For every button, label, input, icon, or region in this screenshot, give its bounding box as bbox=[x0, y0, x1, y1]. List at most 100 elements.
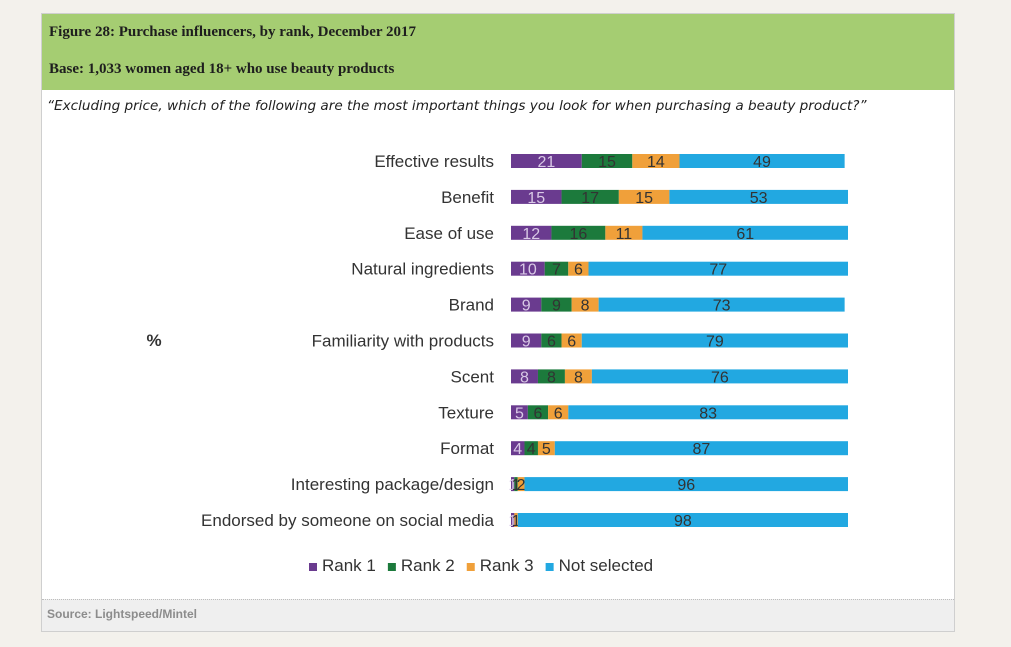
data-label: 83 bbox=[699, 405, 717, 422]
data-label: 49 bbox=[753, 154, 771, 171]
legend-swatch bbox=[309, 563, 317, 571]
bar-segment bbox=[514, 477, 518, 492]
figure-base: Base: 1,033 women aged 18+ who use beaut… bbox=[49, 61, 395, 77]
y-axis-label: % bbox=[146, 331, 161, 350]
bar-segment bbox=[564, 369, 592, 384]
category-label: Effective results bbox=[374, 152, 494, 171]
data-label: 96 bbox=[677, 477, 695, 494]
bar-segment bbox=[588, 261, 848, 276]
data-label: 53 bbox=[750, 190, 768, 207]
figure-panel: Figure 28: Purchase influencers, by rank… bbox=[41, 13, 955, 632]
bar-segment bbox=[511, 261, 545, 276]
bar-segment bbox=[581, 333, 848, 348]
bar-segment bbox=[618, 189, 670, 204]
bar-segment bbox=[632, 154, 680, 168]
bar-segment bbox=[511, 297, 542, 312]
bar-segment bbox=[679, 154, 845, 168]
data-label: 8 bbox=[547, 369, 556, 386]
bar-segment bbox=[561, 189, 619, 204]
data-label: 4 bbox=[527, 441, 536, 458]
data-label: 8 bbox=[581, 298, 590, 315]
figure-footer: Source: Lightspeed/Mintel bbox=[42, 599, 954, 631]
bar-segment bbox=[554, 441, 848, 456]
data-label: 98 bbox=[674, 513, 692, 530]
legend-swatch bbox=[545, 563, 554, 571]
data-label: 87 bbox=[693, 441, 711, 458]
data-label: 10 bbox=[519, 262, 537, 279]
category-label: Brand bbox=[449, 296, 494, 315]
bar-segment bbox=[568, 261, 589, 276]
data-label: 6 bbox=[554, 405, 563, 422]
bar-segment bbox=[591, 369, 848, 384]
data-label: 8 bbox=[574, 369, 583, 386]
bar-segment bbox=[537, 441, 555, 456]
bar-segment bbox=[511, 154, 582, 168]
data-label: 2 bbox=[517, 477, 526, 494]
legend-label: Rank 3 bbox=[480, 556, 534, 575]
data-label: 16 bbox=[570, 226, 588, 243]
category-label: Scent bbox=[451, 367, 495, 386]
category-labels: Effective results Benefit Ease of use Natur… bbox=[201, 152, 494, 530]
bar-segment bbox=[511, 477, 515, 492]
data-label: 5 bbox=[515, 405, 524, 422]
bar-segment bbox=[524, 441, 538, 456]
source-note: Source: Lightspeed/Mintel bbox=[47, 607, 198, 621]
data-label: 6 bbox=[534, 405, 543, 422]
bar-segment bbox=[517, 513, 848, 527]
bar-segment bbox=[511, 441, 525, 456]
bar-segment bbox=[605, 225, 643, 240]
category-label: Texture bbox=[438, 403, 494, 422]
bar-segment bbox=[669, 189, 848, 204]
bar-segment bbox=[514, 513, 518, 527]
bar-segment bbox=[511, 189, 562, 204]
bar-segment bbox=[551, 225, 606, 240]
legend-swatch bbox=[387, 563, 396, 571]
bar-segment bbox=[561, 333, 582, 348]
category-label: Endorsed by someone on social media bbox=[201, 511, 494, 530]
data-label: 1 bbox=[508, 513, 517, 530]
data-label: 12 bbox=[522, 226, 540, 243]
bar-segment bbox=[568, 405, 848, 420]
figure-title: Figure 28: Purchase influencers, by rank… bbox=[49, 24, 417, 40]
data-label: 6 bbox=[567, 334, 576, 351]
bar-segment bbox=[537, 369, 565, 384]
category-label: Ease of use bbox=[404, 224, 494, 243]
data-label: 15 bbox=[527, 190, 545, 207]
data-label: 15 bbox=[598, 154, 616, 171]
data-label: 1 bbox=[512, 513, 521, 530]
data-label: 9 bbox=[522, 334, 531, 351]
data-label: 9 bbox=[522, 298, 531, 315]
bar-segment bbox=[642, 225, 848, 240]
data-label: 4 bbox=[513, 441, 522, 458]
bar-segment bbox=[527, 405, 549, 420]
data-label: 76 bbox=[711, 369, 729, 386]
data-label: 77 bbox=[709, 262, 727, 279]
data-label: 17 bbox=[581, 190, 599, 207]
data-label: 14 bbox=[647, 154, 665, 171]
category-label: Benefit bbox=[441, 188, 494, 207]
bar-segment bbox=[511, 333, 542, 348]
data-label: 6 bbox=[574, 262, 583, 279]
bar-segment bbox=[511, 405, 528, 420]
data-label: 5 bbox=[542, 441, 551, 458]
data-label: 9 bbox=[552, 298, 561, 315]
data-label: 1 bbox=[508, 477, 517, 494]
data-label: 79 bbox=[706, 334, 724, 351]
legend-label: Rank 1 bbox=[322, 556, 376, 575]
data-label: 73 bbox=[713, 298, 731, 315]
data-label: 7 bbox=[552, 262, 561, 279]
bar-segment bbox=[511, 225, 552, 240]
data-label: 11 bbox=[616, 226, 633, 243]
figure-header: Figure 28: Purchase influencers, by rank… bbox=[42, 14, 954, 90]
category-label: Natural ingredients bbox=[351, 260, 494, 279]
data-label: 61 bbox=[736, 226, 754, 243]
bar-segment bbox=[598, 297, 845, 312]
category-label: Interesting package/design bbox=[291, 475, 494, 494]
legend-swatch bbox=[466, 563, 475, 571]
data-label: 21 bbox=[537, 154, 555, 171]
category-label: Familiarity with products bbox=[312, 332, 494, 351]
bar-segment bbox=[541, 297, 572, 312]
legend: Rank 1 Rank 2 Rank 3 Not selected bbox=[309, 556, 653, 575]
bar-segment bbox=[511, 369, 538, 384]
